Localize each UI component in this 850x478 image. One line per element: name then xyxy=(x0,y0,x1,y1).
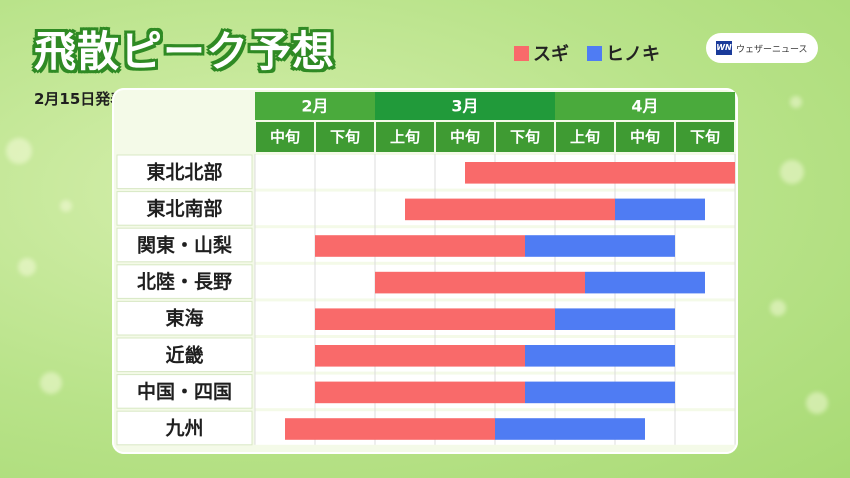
sugi-peak-bar xyxy=(405,198,615,221)
hinoki-peak-bar xyxy=(495,418,645,440)
period-header-cell xyxy=(616,122,674,152)
region-label-box xyxy=(116,300,253,336)
region-label: 東北北部 xyxy=(146,160,222,183)
month-header-label: 4月 xyxy=(631,97,658,116)
legend-swatch-hinoki xyxy=(587,45,602,61)
period-header-label: 中旬 xyxy=(630,128,660,146)
hinoki-peak-bar xyxy=(525,235,675,257)
legend-label-hinoki: ヒノキ xyxy=(606,44,660,65)
hinoki-peak-bar xyxy=(525,381,675,404)
region-label: 近畿 xyxy=(165,343,203,366)
month-header-cell xyxy=(375,92,555,120)
logo-text: ウェザーニュース xyxy=(736,44,808,55)
weathernews-logo: WN ウェザーニュース xyxy=(706,33,818,63)
period-header-cell xyxy=(376,122,434,152)
month-header-label: 3月 xyxy=(451,97,478,116)
month-header-cell xyxy=(555,92,735,120)
page-title: 飛散ピーク予想 xyxy=(34,27,336,76)
month-header-label: 2月 xyxy=(301,97,328,116)
sugi-peak-bar xyxy=(375,271,585,294)
sugi-peak-bar xyxy=(315,308,555,330)
region-label-box xyxy=(116,191,253,226)
region-label: 九州 xyxy=(164,418,203,440)
legend-item-hinoki: ヒノキ xyxy=(587,40,660,66)
month-header-cell xyxy=(255,92,375,120)
logo-mark-icon: WN xyxy=(716,41,732,55)
hinoki-peak-bar xyxy=(615,198,705,221)
period-header-label: 下旬 xyxy=(690,128,720,146)
hinoki-peak-bar xyxy=(585,271,705,294)
period-header-cell xyxy=(496,122,554,152)
period-header-label: 下旬 xyxy=(510,128,540,146)
period-header-label: 中旬 xyxy=(450,128,480,146)
hinoki-peak-bar xyxy=(525,345,675,367)
period-header-cell xyxy=(436,122,494,152)
legend-swatch-sugi xyxy=(514,45,529,61)
period-header-label: 中旬 xyxy=(270,128,300,146)
legend-label-sugi: スギ xyxy=(533,44,569,65)
sugi-peak-bar xyxy=(315,235,525,257)
region-label: 東海 xyxy=(165,307,203,330)
region-label-box xyxy=(116,374,253,409)
period-header-label: 上旬 xyxy=(570,128,600,146)
period-header-cell xyxy=(316,122,374,152)
period-header-cell xyxy=(256,122,314,152)
sugi-peak-bar xyxy=(465,162,735,184)
sugi-peak-bar xyxy=(315,381,525,404)
announcement-date: 2月15日発表 xyxy=(34,90,126,108)
region-label-box xyxy=(116,410,253,446)
period-header-cell xyxy=(556,122,614,152)
region-label: 東北南部 xyxy=(146,197,222,220)
hinoki-peak-bar xyxy=(555,308,675,330)
period-header-cell xyxy=(676,122,734,152)
chart-legend: スギ ヒノキ xyxy=(514,40,660,66)
sugi-peak-bar xyxy=(315,345,525,367)
region-label-box xyxy=(116,227,253,263)
region-label-box xyxy=(116,337,253,373)
region-label: 関東・山梨 xyxy=(137,234,233,257)
region-label-box xyxy=(116,154,253,190)
legend-item-sugi: スギ xyxy=(514,40,569,66)
region-label: 北陸・長野 xyxy=(137,270,232,293)
sugi-peak-bar xyxy=(285,418,495,440)
period-header-label: 上旬 xyxy=(390,128,420,146)
region-label: 中国・四国 xyxy=(137,380,232,403)
period-header-label: 下旬 xyxy=(330,128,360,146)
region-label-box xyxy=(116,264,253,299)
